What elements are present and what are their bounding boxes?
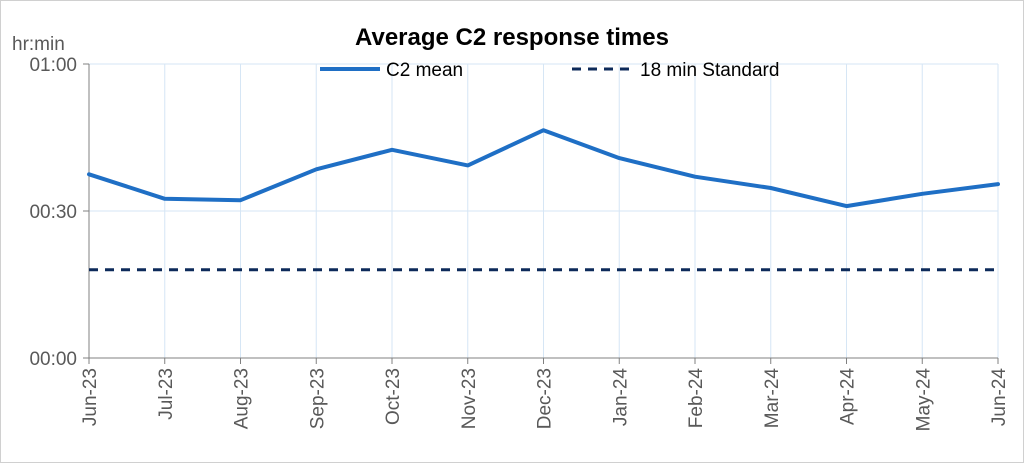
x-tick-label: Mar-24 (762, 368, 783, 429)
y-tick-labels: 00:00 00:30 01:00 (29, 55, 77, 370)
x-tick-label: Aug-23 (232, 368, 253, 429)
x-tick-label: Apr-24 (838, 368, 859, 425)
x-tick-label: Jun-23 (80, 368, 101, 426)
x-tick-label: Nov-23 (459, 368, 480, 429)
chart-title: Average C2 response times (355, 24, 669, 51)
legend-label-18-min-standard: 18 min Standard (640, 60, 779, 81)
series-lines (87, 128, 1000, 272)
x-tick-label: May-24 (913, 368, 934, 432)
x-tick-label: Dec-23 (535, 368, 556, 429)
y-tick-label: 00:00 (29, 349, 77, 370)
x-tick-label: Sep-23 (307, 368, 328, 429)
x-tick-label: Feb-24 (686, 368, 707, 429)
x-tick-labels: Jun-23 Jul-23 Aug-23 Sep-23 Oct-23 Nov-23 Dec-… (80, 368, 1010, 432)
legend-label-c2-mean: C2 mean (386, 60, 463, 81)
x-tick-label: Jun-24 (989, 368, 1010, 427)
x-tick-label: Jan-24 (610, 368, 631, 427)
x-tick-label: Oct-23 (383, 368, 404, 425)
legend: C2 mean 18 min Standard (320, 60, 779, 81)
axes (83, 63, 999, 364)
x-tick-label: Jul-23 (156, 368, 177, 420)
y-tick-label: 01:00 (29, 55, 77, 76)
y-tick-label: 00:30 (29, 202, 77, 223)
gridlines (89, 63, 999, 358)
y-axis-label: hr:min (12, 34, 65, 55)
